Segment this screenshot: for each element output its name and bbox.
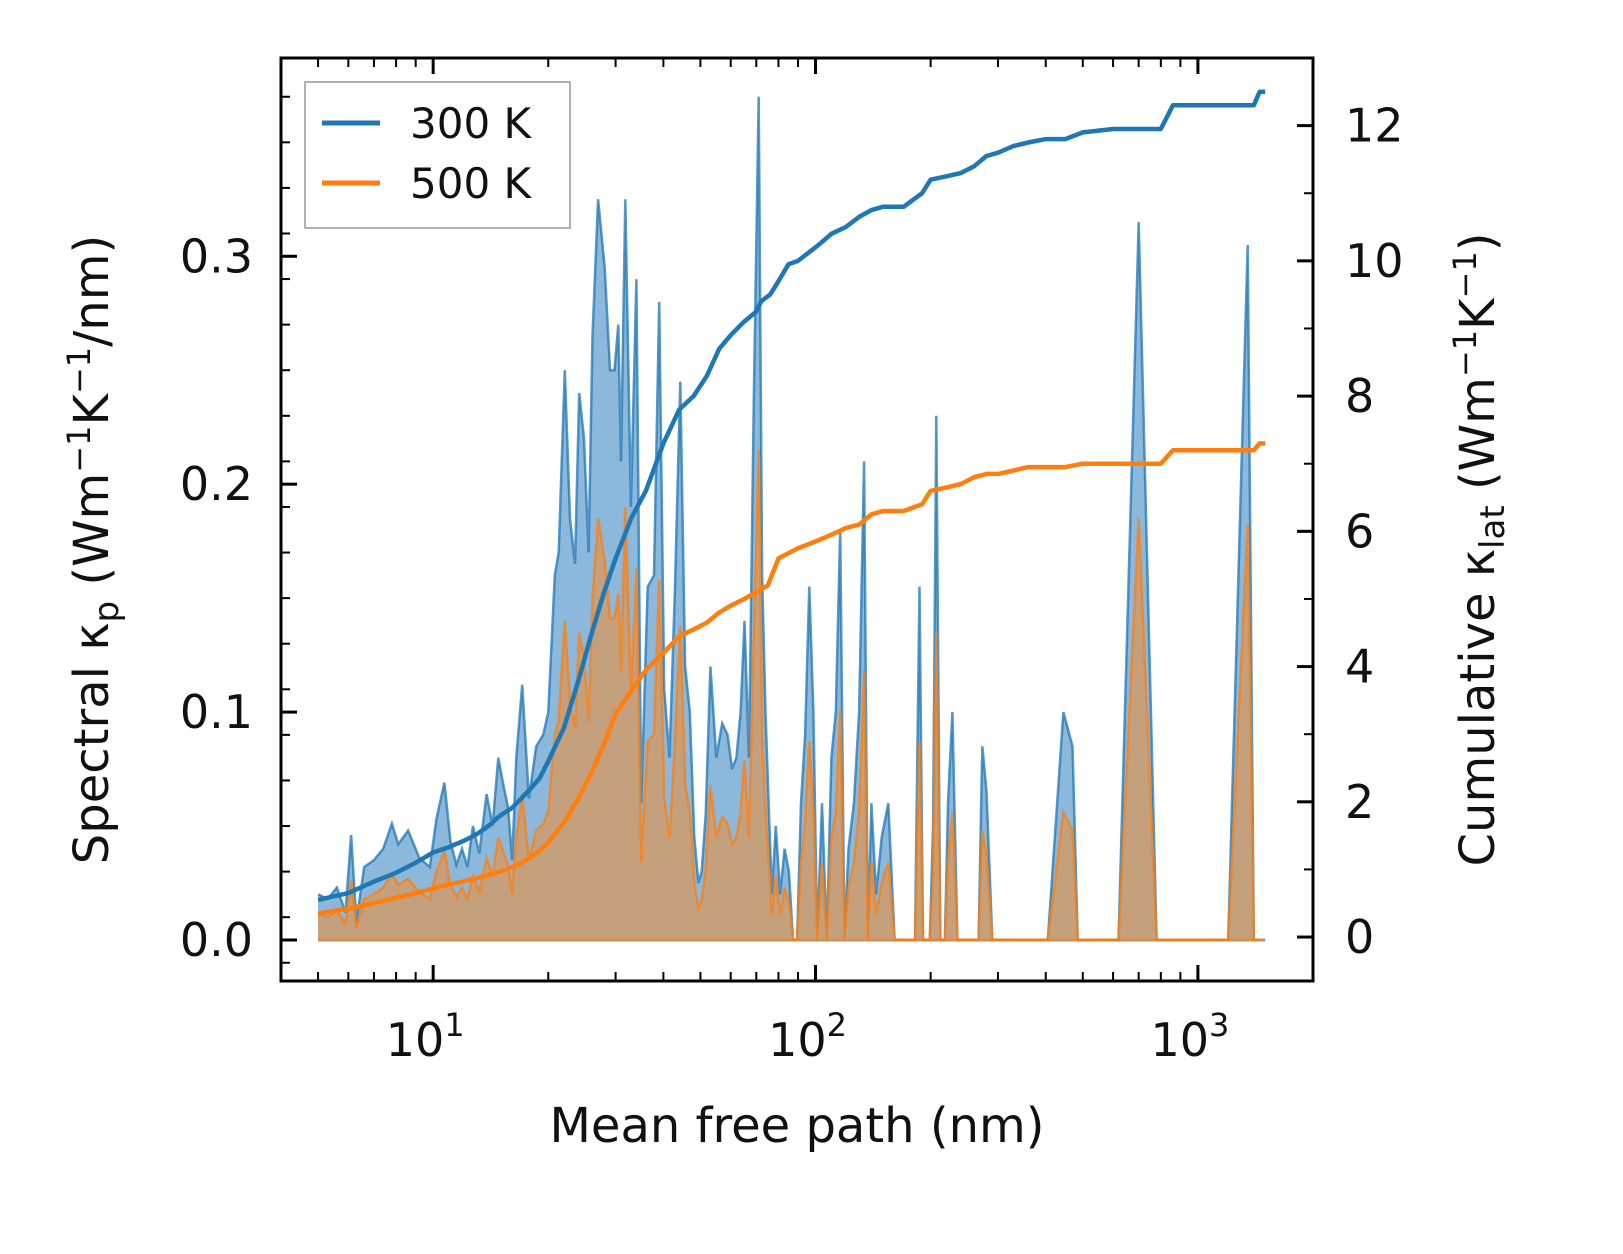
y-left-label-unit-2: K: [64, 393, 120, 426]
y-right-label-unit-3: ): [1450, 233, 1506, 252]
y-left-tick-label: 0.1: [180, 685, 253, 739]
spectral-area-300k: [318, 96, 1258, 940]
y-right-tick-label: 4: [1345, 640, 1374, 694]
y-axis-left-label: Spectral κp (Wm−1K−1/nm): [60, 235, 127, 864]
y-right-label-unit-exp-2: −1: [1446, 251, 1484, 298]
y-axis-right-label: Cumulative κlat (Wm−1K−1): [1446, 233, 1513, 867]
legend: 300 K 500 K: [304, 81, 571, 229]
y-left-label-prefix: Spectral κ: [64, 622, 120, 864]
y-left-label-subscript: p: [87, 601, 127, 623]
y-right-tick-label: 6: [1345, 504, 1374, 558]
y-left-label-unit-exp-2: −1: [60, 347, 98, 394]
y-right-label-subscript: lat: [1473, 505, 1513, 549]
plot-area: [317, 89, 1266, 942]
y-right-tick-label: 0: [1345, 910, 1374, 964]
y-left-tick-label: 0.0: [180, 913, 253, 967]
x-tick-label: 103: [1150, 1006, 1229, 1067]
spectral-area-500k: [318, 450, 1258, 940]
legend-label-300k: 300 K: [410, 99, 533, 148]
cumulative-line-300k: [317, 89, 1266, 903]
legend-frame: [304, 81, 571, 229]
y-right-label-prefix: Cumulative κ: [1450, 549, 1506, 867]
ticks: 101 102 103 0.0 0.1 0.2 0.3 0 2 4 6 8 10 12: [180, 58, 1404, 1067]
axes-frame: [279, 56, 1315, 983]
y-right-tick-label: 2: [1345, 775, 1374, 829]
cumulative-line-500k: [317, 441, 1266, 916]
legend-label-500k: 500 K: [410, 159, 533, 208]
y-left-label-unit-exp-1: −1: [60, 426, 98, 473]
y-right-label-unit-exp-1: −1: [1446, 330, 1484, 377]
y-right-tick-label: 10: [1345, 234, 1404, 288]
y-right-tick-label: 12: [1345, 99, 1404, 153]
y-left-tick-label: 0.3: [180, 229, 253, 283]
y-right-label-unit-1: (Wm: [1450, 377, 1506, 505]
y-left-label-unit-1: (Wm: [64, 473, 120, 601]
x-tick-label: 102: [768, 1006, 847, 1067]
y-right-label-unit-2: K: [1450, 297, 1506, 330]
x-axis-label: Mean free path (nm): [550, 1098, 1045, 1154]
y-right-tick-label: 8: [1345, 369, 1374, 423]
y-left-label-unit-3: /nm): [64, 235, 120, 347]
x-tick-label: 101: [386, 1006, 465, 1067]
series-group: [317, 89, 1266, 942]
y-left-tick-label: 0.2: [180, 457, 253, 511]
